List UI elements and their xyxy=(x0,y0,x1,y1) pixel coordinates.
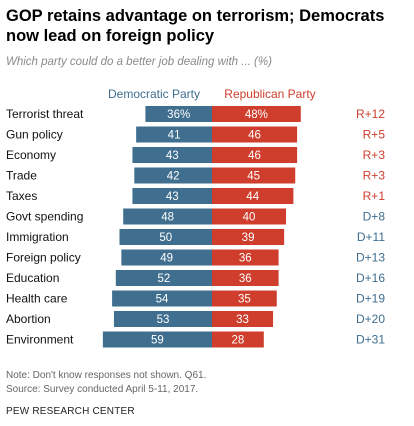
dem-bar xyxy=(123,208,212,225)
legend-democratic: Democratic Party xyxy=(108,87,200,101)
dem-value-label: 49 xyxy=(160,253,173,265)
dem-bar xyxy=(112,290,212,307)
rep-value-label: 45 xyxy=(247,171,260,183)
rep-bar xyxy=(212,311,274,327)
rep-bar xyxy=(212,106,301,122)
dem-value-label: 50 xyxy=(159,232,172,244)
category-label: Environment xyxy=(6,333,74,347)
advantage-label: D+31 xyxy=(356,333,385,347)
dem-value-label: 54 xyxy=(156,294,169,306)
rep-value-label: 33 xyxy=(236,314,249,326)
rep-bar xyxy=(212,188,294,204)
advantage-label: D+16 xyxy=(356,271,385,285)
dem-value-label: 59 xyxy=(151,335,164,347)
category-label: Taxes xyxy=(6,189,37,203)
rep-value-label: 40 xyxy=(243,212,256,224)
dem-bar xyxy=(115,270,212,286)
rep-bar xyxy=(212,147,298,163)
rep-value-label: 46 xyxy=(248,130,261,142)
rep-value-label: 48% xyxy=(245,109,268,121)
advantage-label: D+8 xyxy=(363,210,386,224)
diverging-bar-chart: Democratic Party Republican Party Terroris… xyxy=(6,87,386,348)
dem-value-label: 42 xyxy=(167,171,180,183)
advantage-label: R+1 xyxy=(363,189,386,203)
rep-value-label: 39 xyxy=(242,232,255,244)
chart-subtitle: Which party could do a better job dealin… xyxy=(6,56,272,68)
rep-value-label: 44 xyxy=(246,191,259,203)
rep-bar xyxy=(212,270,279,286)
rep-bar xyxy=(212,331,264,348)
rep-value-label: 28 xyxy=(232,335,245,347)
advantage-label: D+20 xyxy=(356,312,385,326)
dem-bar xyxy=(145,106,212,122)
rep-value-label: 36 xyxy=(239,273,252,285)
dem-bar xyxy=(102,331,212,348)
advantage-label: D+13 xyxy=(356,251,385,265)
advantage-label: R+3 xyxy=(363,148,386,162)
rep-bar xyxy=(212,167,296,184)
dem-bar xyxy=(134,167,212,184)
rep-bar xyxy=(212,229,285,245)
dem-bar xyxy=(119,229,212,245)
advantage-label: D+19 xyxy=(356,292,385,306)
rep-bar xyxy=(212,126,298,143)
advantage-label: D+11 xyxy=(357,230,385,244)
category-label: Abortion xyxy=(6,312,51,326)
dem-value-label: 43 xyxy=(166,150,179,162)
dem-value-label: 53 xyxy=(157,314,170,326)
category-label: Immigration xyxy=(6,230,69,244)
advantage-label: R+3 xyxy=(363,169,386,183)
dem-value-label: 48 xyxy=(161,212,174,224)
chart-note: Note: Don't know responses not shown. Q6… xyxy=(6,370,207,381)
legend-republican: Republican Party xyxy=(224,87,315,101)
dem-bar xyxy=(132,188,212,204)
dem-value-label: 43 xyxy=(166,191,179,203)
dem-value-label: 52 xyxy=(158,273,171,285)
advantage-label: R+12 xyxy=(356,107,385,121)
category-label: Foreign policy xyxy=(6,251,81,265)
organization-name: PEW RESEARCH CENTER xyxy=(6,406,135,417)
chart-source: Source: Survey conducted April 5-11, 201… xyxy=(6,384,199,395)
category-label: Govt spending xyxy=(6,210,83,224)
advantage-label: R+5 xyxy=(363,128,386,142)
dem-bar xyxy=(132,147,212,163)
rep-value-label: 35 xyxy=(238,294,251,306)
category-label: Terrorist threat xyxy=(6,107,84,121)
chart-title: GOP retains advantage on terrorism; Demo… xyxy=(6,7,385,45)
dem-value-label: 41 xyxy=(168,130,181,142)
category-label: Health care xyxy=(6,292,68,306)
rep-bar xyxy=(212,290,277,307)
dem-bar xyxy=(136,126,212,143)
rep-bar xyxy=(212,249,279,266)
dem-bar xyxy=(121,249,212,266)
dem-bar xyxy=(113,311,212,327)
category-label: Education xyxy=(6,271,59,285)
category-label: Gun policy xyxy=(6,128,63,142)
category-label: Economy xyxy=(6,148,56,162)
rep-bar xyxy=(212,208,286,225)
rep-value-label: 36 xyxy=(239,253,252,265)
dem-value-label: 36% xyxy=(167,109,190,121)
category-label: Trade xyxy=(6,169,37,183)
rep-value-label: 46 xyxy=(248,150,261,162)
